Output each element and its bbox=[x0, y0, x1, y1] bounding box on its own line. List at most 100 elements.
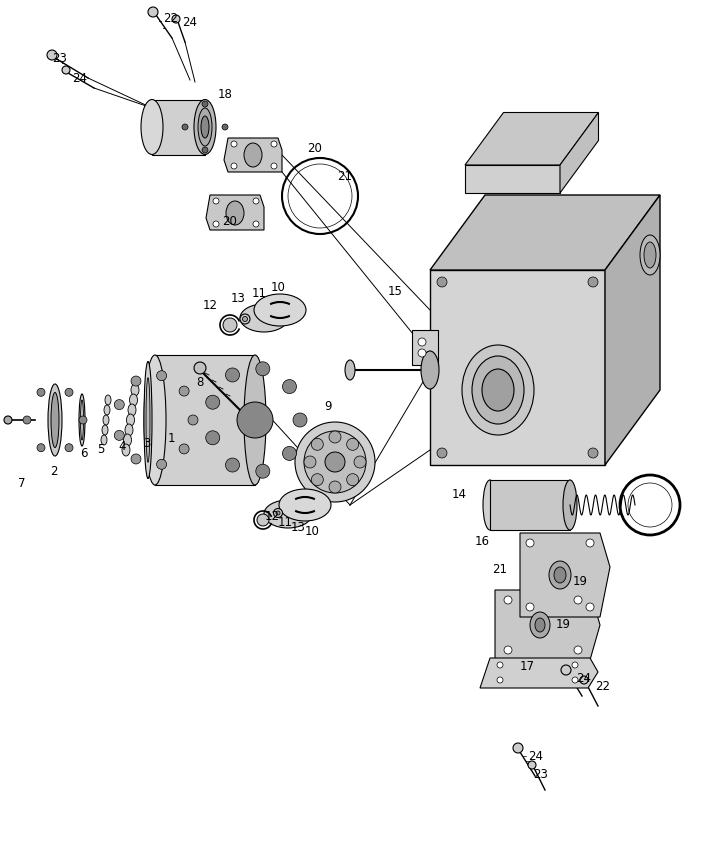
Text: 22: 22 bbox=[595, 680, 610, 693]
Circle shape bbox=[257, 514, 269, 526]
Ellipse shape bbox=[79, 394, 85, 446]
Polygon shape bbox=[206, 195, 264, 230]
Ellipse shape bbox=[125, 424, 133, 436]
Circle shape bbox=[311, 474, 323, 486]
Text: 13: 13 bbox=[291, 521, 306, 534]
Ellipse shape bbox=[141, 100, 163, 155]
Text: 16: 16 bbox=[475, 535, 490, 548]
Circle shape bbox=[271, 163, 277, 169]
Ellipse shape bbox=[274, 508, 282, 518]
Ellipse shape bbox=[472, 356, 524, 424]
Text: 23: 23 bbox=[533, 768, 548, 781]
Circle shape bbox=[202, 147, 208, 153]
Ellipse shape bbox=[462, 345, 534, 435]
Circle shape bbox=[418, 338, 426, 346]
Circle shape bbox=[293, 413, 307, 427]
Ellipse shape bbox=[123, 434, 131, 446]
Circle shape bbox=[37, 443, 45, 452]
Circle shape bbox=[182, 124, 188, 130]
Text: 2: 2 bbox=[50, 465, 58, 478]
Circle shape bbox=[497, 662, 503, 668]
Ellipse shape bbox=[103, 415, 109, 425]
Circle shape bbox=[225, 458, 240, 472]
Circle shape bbox=[65, 443, 73, 452]
Text: 20: 20 bbox=[307, 142, 322, 155]
Circle shape bbox=[131, 376, 141, 386]
Ellipse shape bbox=[482, 369, 514, 411]
Circle shape bbox=[271, 141, 277, 147]
Ellipse shape bbox=[535, 618, 545, 632]
Circle shape bbox=[347, 438, 359, 450]
Circle shape bbox=[256, 464, 270, 478]
Ellipse shape bbox=[80, 400, 84, 440]
Circle shape bbox=[213, 221, 219, 227]
Text: 11: 11 bbox=[252, 287, 267, 300]
Ellipse shape bbox=[144, 361, 152, 479]
Circle shape bbox=[561, 665, 571, 675]
Circle shape bbox=[504, 646, 512, 654]
Circle shape bbox=[528, 761, 536, 769]
Text: 15: 15 bbox=[388, 285, 403, 298]
Ellipse shape bbox=[421, 351, 439, 389]
Circle shape bbox=[588, 448, 598, 458]
Text: 5: 5 bbox=[97, 443, 105, 456]
Ellipse shape bbox=[240, 314, 250, 324]
Polygon shape bbox=[480, 658, 598, 688]
Ellipse shape bbox=[146, 378, 150, 462]
Text: 12: 12 bbox=[203, 299, 218, 312]
Polygon shape bbox=[495, 590, 600, 660]
Text: 8: 8 bbox=[196, 376, 204, 389]
Circle shape bbox=[526, 539, 534, 547]
Circle shape bbox=[231, 141, 237, 147]
Ellipse shape bbox=[254, 294, 306, 326]
Ellipse shape bbox=[276, 511, 280, 515]
Circle shape bbox=[418, 349, 426, 357]
Bar bbox=[490, 480, 570, 530]
Ellipse shape bbox=[244, 143, 262, 167]
Text: 21: 21 bbox=[492, 563, 507, 576]
Ellipse shape bbox=[131, 384, 139, 396]
Text: 9: 9 bbox=[324, 400, 331, 413]
Text: 19: 19 bbox=[573, 575, 588, 588]
Circle shape bbox=[311, 438, 323, 450]
Circle shape bbox=[206, 431, 219, 445]
Text: 18: 18 bbox=[218, 88, 233, 101]
Ellipse shape bbox=[104, 405, 110, 415]
Polygon shape bbox=[224, 138, 282, 172]
Circle shape bbox=[329, 431, 341, 443]
Circle shape bbox=[202, 101, 208, 107]
Circle shape bbox=[237, 402, 273, 438]
Polygon shape bbox=[605, 195, 660, 465]
Circle shape bbox=[253, 221, 259, 227]
Ellipse shape bbox=[48, 384, 62, 456]
Circle shape bbox=[114, 431, 124, 441]
Ellipse shape bbox=[644, 242, 656, 268]
Text: 19: 19 bbox=[556, 618, 571, 631]
Circle shape bbox=[574, 646, 582, 654]
Circle shape bbox=[586, 539, 594, 547]
Circle shape bbox=[253, 198, 259, 204]
Circle shape bbox=[282, 447, 297, 460]
Text: 3: 3 bbox=[143, 437, 150, 450]
Ellipse shape bbox=[122, 444, 130, 456]
Bar bbox=[155, 355, 255, 485]
Circle shape bbox=[282, 380, 297, 393]
Text: 24: 24 bbox=[576, 672, 591, 685]
Circle shape bbox=[574, 596, 582, 604]
Circle shape bbox=[37, 388, 45, 396]
Ellipse shape bbox=[640, 235, 660, 275]
Polygon shape bbox=[465, 165, 560, 193]
Ellipse shape bbox=[483, 480, 497, 530]
Circle shape bbox=[157, 459, 167, 470]
Circle shape bbox=[179, 386, 189, 396]
Circle shape bbox=[572, 662, 578, 668]
Circle shape bbox=[225, 368, 240, 382]
Circle shape bbox=[304, 456, 316, 468]
Circle shape bbox=[497, 677, 503, 683]
Circle shape bbox=[223, 318, 237, 332]
Circle shape bbox=[114, 399, 124, 409]
Ellipse shape bbox=[304, 431, 366, 493]
Circle shape bbox=[172, 15, 180, 23]
Ellipse shape bbox=[240, 304, 288, 332]
Text: 22: 22 bbox=[163, 12, 178, 25]
